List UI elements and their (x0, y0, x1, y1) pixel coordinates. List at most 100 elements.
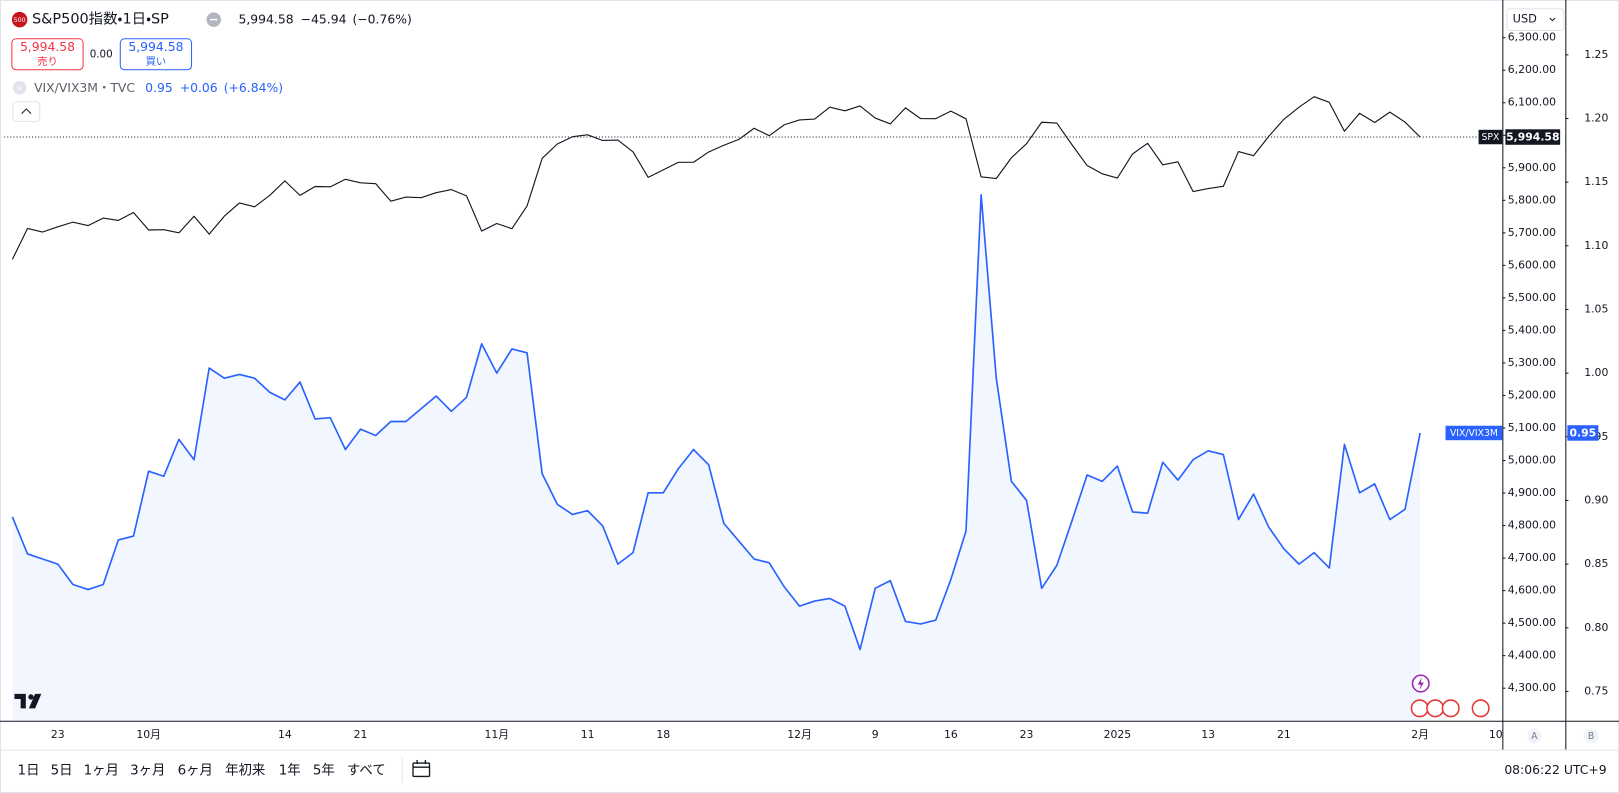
timeframe-button[interactable]: 年初来 (225, 762, 265, 778)
series-tag-label: VIX/VIX3M (1450, 428, 1498, 439)
y-tick-label: 1.20 (1584, 111, 1608, 124)
y-tick-label: 4,800.00 (1508, 519, 1556, 532)
y-tick-label: 5,500.00 (1508, 291, 1556, 304)
spread: 0.00 (90, 49, 113, 61)
y-tick-label: 0.90 (1584, 493, 1608, 506)
x-tick-label: 2025 (1104, 728, 1132, 741)
x-tick-label: 14 (278, 728, 292, 741)
y-tick-label: 0.75 (1584, 684, 1608, 697)
x-tick-label: 12月 (787, 728, 812, 741)
date-range-icon[interactable] (412, 759, 431, 778)
y-tick-label: 1.00 (1584, 366, 1608, 379)
y-tick-label: 5,900.00 (1508, 161, 1556, 174)
x-tick-label: 16 (944, 728, 958, 741)
currency-chevron (1549, 17, 1556, 22)
y-tick-label: 5,400.00 (1508, 323, 1556, 336)
buy-button[interactable] (119, 38, 193, 71)
x-tick-label: 10 (1489, 728, 1503, 741)
y-tick-label: 0.85 (1584, 557, 1608, 570)
timeframe-button[interactable]: すべて (347, 762, 386, 778)
event-flag[interactable] (1471, 699, 1490, 718)
x-tick-label: 23 (1020, 728, 1034, 741)
y-tick-label: 5,200.00 (1508, 388, 1556, 401)
series-line (11, 194, 1421, 651)
change: −45.94 (301, 11, 347, 26)
symbol-badge: 500 (14, 17, 26, 24)
series-tag (1478, 129, 1503, 145)
y-tick-label: 5,300.00 (1508, 356, 1556, 369)
buy-label: 買い (146, 56, 167, 68)
y-tick-label: 4,300.00 (1508, 681, 1556, 694)
overlay-icon (12, 81, 27, 95)
area-fill (12, 194, 1421, 721)
collapse-button[interactable] (12, 101, 41, 122)
x-tick-label: 10月 (136, 728, 161, 741)
overlay-change: +0.06 (180, 79, 218, 94)
y-tick-label: 4,900.00 (1508, 486, 1556, 499)
scale-label: B (1588, 731, 1594, 742)
buy-price: 5,994.58 (128, 39, 183, 54)
y-tick-label: 4,500.00 (1508, 616, 1556, 629)
sell-button[interactable] (11, 38, 84, 71)
sell-label: 売り (37, 55, 58, 68)
y-tick-label: 5,600.00 (1508, 258, 1556, 271)
change-pct: (−0.76%) (352, 11, 411, 26)
overlay-title: VIX/VIX3M・TVC (34, 79, 135, 94)
y-tick-label: 0.80 (1584, 621, 1608, 634)
timeframe-button[interactable]: 5日 (51, 763, 73, 778)
scale-button[interactable] (1583, 728, 1599, 744)
event-flag[interactable] (1410, 699, 1429, 718)
currency-button[interactable] (1506, 8, 1565, 31)
y-tick-label: 4,700.00 (1508, 551, 1556, 564)
sell-price: 5,994.58 (20, 39, 75, 54)
event-flag[interactable] (1426, 699, 1445, 718)
x-tick-label: 21 (1277, 728, 1291, 741)
y-tick-label: 1.05 (1584, 302, 1608, 315)
timeframe-button[interactable]: 1日 (18, 763, 40, 778)
timeframe-button[interactable]: 1年 (279, 762, 301, 778)
x-tick-label: 9 (872, 728, 879, 741)
logo (14, 693, 42, 709)
x-tick-label: 11月 (484, 728, 509, 741)
y-tick-label: 1.15 (1584, 175, 1608, 188)
header-values: 5,994.58 −45.94 (−0.76%) (239, 11, 412, 26)
last-value-box (1567, 425, 1599, 441)
currency: USD (1513, 12, 1538, 26)
y-tick-label: 5,700.00 (1508, 226, 1556, 239)
clock: 08:06:22 UTC+9 (1504, 762, 1606, 777)
y-tick-label: 4,600.00 (1508, 584, 1556, 597)
timeframe-button[interactable]: 6ヶ月 (178, 763, 213, 778)
overlay-change-pct: (+6.84%) (224, 79, 283, 94)
last-value-label: 5,994.58 (1506, 131, 1559, 144)
timeframe-button[interactable]: 5年 (313, 762, 335, 778)
y-tick-label: 6,100.00 (1508, 96, 1556, 109)
y-tick-label: 5,000.00 (1508, 454, 1556, 467)
timeframe-button[interactable]: 3ヶ月 (130, 763, 165, 778)
overlay-legend[interactable]: VIX/VIX3M・TVC 0.95 +0.06 (+6.84%) (34, 79, 283, 94)
y-tick-label: 5,800.00 (1508, 193, 1556, 206)
timeframe-button[interactable]: 1ヶ月 (84, 763, 119, 778)
x-tick-label: 23 (51, 728, 65, 741)
x-tick-label: 18 (656, 728, 670, 741)
series-tag-label: SPX (1482, 132, 1500, 143)
x-tick-label: 11 (581, 728, 595, 741)
overlay-value: 0.95 (145, 79, 173, 94)
scale-button[interactable] (1527, 728, 1542, 744)
collapse-chevron (21, 108, 32, 114)
y-tick-label: 6,200.00 (1508, 63, 1556, 76)
symbol-title[interactable]: S&P500指数・1日・SP (32, 11, 169, 28)
event-flags[interactable] (1410, 699, 1490, 718)
y-tick-label: 5,100.00 (1508, 421, 1556, 434)
scale-label: A (1531, 731, 1538, 742)
x-tick-label: 13 (1201, 728, 1215, 741)
series-line (11, 96, 1421, 260)
y-tick-label: 6,300.00 (1508, 31, 1556, 44)
y-tick-label: 4,400.00 (1508, 649, 1556, 662)
event-flag[interactable] (1441, 699, 1460, 718)
series-tag (1445, 425, 1503, 441)
event-icon-bolt (1417, 677, 1424, 690)
